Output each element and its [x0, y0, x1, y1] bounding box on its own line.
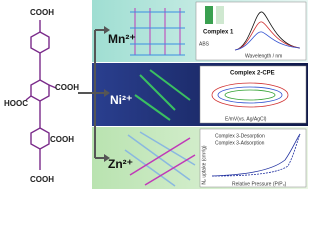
label: COOH	[50, 135, 74, 144]
molecule	[25, 20, 57, 170]
inset	[199, 128, 307, 188]
axis-label: E/mV(vs. Ag/AgCl)	[225, 116, 267, 122]
ion-label: Zn²⁺	[108, 157, 133, 171]
bracket	[78, 26, 110, 162]
graphical-abstract: COOH COOH HOOC COOH COOH Mn²⁺ Ni²⁺ Zn²⁺ …	[4, 0, 308, 189]
structure	[124, 8, 196, 187]
spectra	[234, 11, 301, 51]
label: COOH	[30, 8, 54, 17]
ion-label: Mn²⁺	[108, 32, 136, 46]
ion-label: Ni²⁺	[110, 93, 132, 107]
vial	[216, 6, 224, 24]
axis-label: ABS	[199, 41, 210, 47]
label: COOH	[55, 83, 79, 92]
vial	[205, 6, 213, 24]
label: COOH	[30, 175, 54, 184]
axis-label: Wavelength / nm	[245, 53, 282, 59]
legend-entry: Complex 3-Adsorption	[215, 140, 265, 146]
inset-title: Complex 1	[203, 30, 234, 36]
axis-label: N₂ uptake (cm³/g)	[201, 145, 207, 185]
label: HOOC	[4, 99, 28, 108]
isotherm	[211, 133, 301, 177]
legend-entry: Complex 3-Desorption	[215, 133, 265, 139]
cv-curves	[211, 82, 289, 108]
inset-title: Complex 2-CPE	[230, 71, 275, 77]
axis-label: Relative Pressure (P/P₀)	[232, 181, 287, 187]
